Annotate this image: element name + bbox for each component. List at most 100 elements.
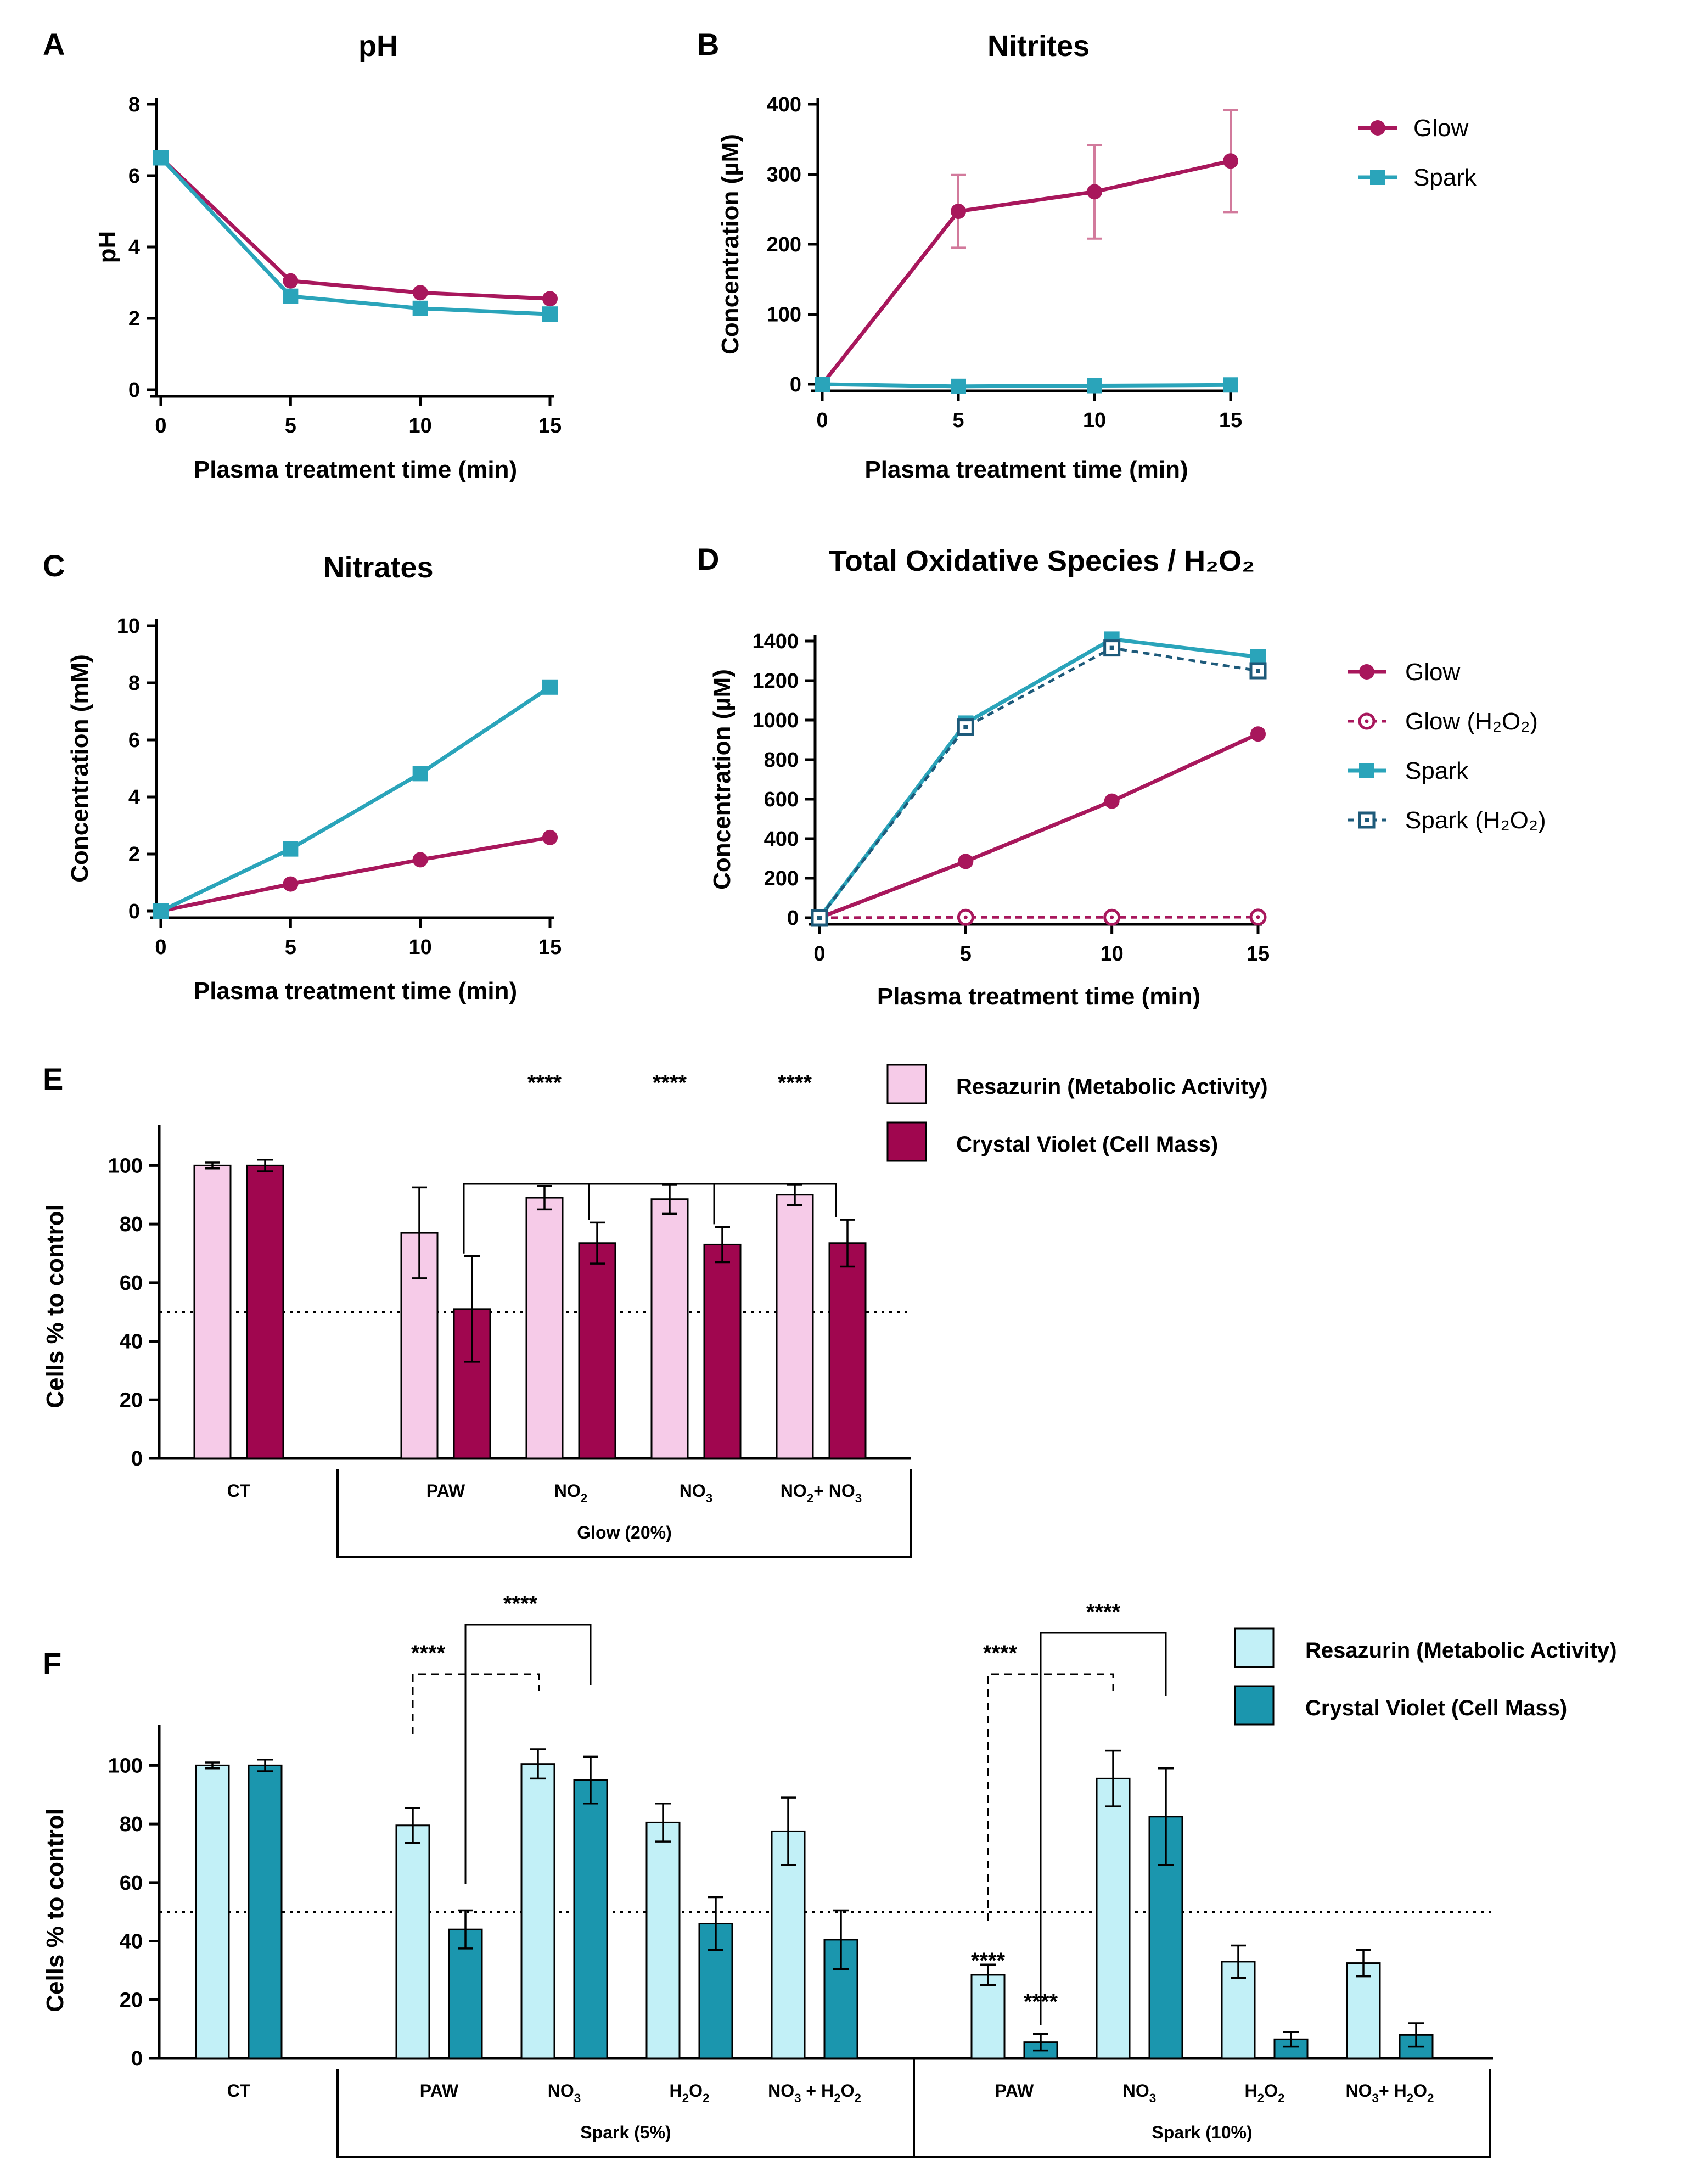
x-axis-label: Plasma treatment time (min) bbox=[194, 456, 517, 483]
bar-resazurin-4 bbox=[776, 1194, 814, 1459]
bar-crystal-2 bbox=[573, 1779, 608, 2059]
bar-resazurin-2 bbox=[525, 1197, 564, 1459]
legend-f: Resazurin (Metabolic Activity) Crystal V… bbox=[1234, 1627, 1617, 1726]
data-point bbox=[957, 718, 974, 736]
category-label: NO2​ bbox=[554, 1481, 587, 1505]
legend-glow-item: Glow bbox=[1358, 115, 1468, 142]
category-label: NO3​ bbox=[1123, 2081, 1156, 2105]
series-line-glow bbox=[159, 156, 551, 301]
sig-bracket bbox=[463, 1183, 837, 1254]
category-label: PAW bbox=[995, 2081, 1034, 2101]
panel-label-a: A bbox=[43, 27, 65, 61]
sig-star: **** bbox=[778, 1071, 812, 1095]
group-bracket bbox=[336, 1469, 912, 1558]
legend-f-resazurin-label: Resazurin (Metabolic Activity) bbox=[1305, 1638, 1617, 1663]
y-tick-label: 4 bbox=[128, 236, 140, 259]
series-line-spark bbox=[822, 382, 1231, 389]
sig-bracket bbox=[464, 1624, 592, 1884]
legend-f-resazurin-swatch bbox=[1234, 1627, 1275, 1668]
data-point bbox=[153, 150, 169, 166]
bar-crystal-1 bbox=[448, 1928, 483, 2059]
series-line-spark bbox=[818, 637, 1259, 919]
legend-f-crystal-swatch bbox=[1234, 1685, 1275, 1726]
y-axis-label: Concentration (µM) bbox=[717, 134, 744, 355]
panel-d-title: Total Oxidative Species / H₂O₂ bbox=[829, 544, 1255, 577]
series-line-glow bbox=[818, 732, 1259, 920]
data-point bbox=[283, 273, 299, 289]
data-point bbox=[958, 854, 974, 869]
category-label: CT bbox=[227, 2081, 251, 2101]
data-point bbox=[542, 291, 558, 307]
y-tick-label: 60 bbox=[120, 1272, 143, 1295]
y-tick-label: 1200 bbox=[752, 670, 799, 693]
y-tick-label: 100 bbox=[108, 1754, 143, 1777]
x-tick-label: 10 bbox=[1101, 942, 1124, 965]
x-tick-label: 0 bbox=[813, 942, 825, 965]
x-tick-label: 15 bbox=[538, 936, 562, 959]
data-point bbox=[412, 852, 428, 868]
legend-f-crystal-label: Crystal Violet (Cell Mass) bbox=[1305, 1696, 1567, 1720]
panel-a-plot: 0 2 4 6 8 0 5 10 15 Plasma treatment time (min) pH bbox=[94, 93, 562, 483]
panel-label-c: C bbox=[43, 548, 65, 583]
x-tick-label: 10 bbox=[1083, 409, 1106, 432]
sig-star: **** bbox=[1024, 1990, 1058, 2014]
group-label: Spark (5%) bbox=[580, 2123, 671, 2142]
sig-bracket bbox=[1040, 1632, 1167, 2025]
data-point bbox=[815, 377, 830, 392]
panel-label-d: D bbox=[697, 542, 719, 576]
y-tick-label: 200 bbox=[764, 867, 799, 890]
panel-d-plot: 0 200 400 600 800 1000 1200 1400 0 5 10 15 Plasma tr… bbox=[709, 630, 1270, 1010]
y-tick-label: 8 bbox=[128, 672, 140, 695]
data-point bbox=[283, 876, 299, 892]
y-tick-label: 6 bbox=[128, 729, 140, 752]
panel-c-plot: 0 2 4 6 8 10 0 5 10 15 Plasma treatment time (min)… bbox=[66, 615, 562, 1004]
y-tick-label: 2 bbox=[128, 307, 140, 330]
bar-resazurin-6 bbox=[1096, 1777, 1131, 2059]
category-label: NO3​ + H2​O2​ bbox=[768, 2081, 861, 2105]
y-tick-label: 400 bbox=[764, 828, 799, 851]
bar-resazurin-2 bbox=[520, 1763, 555, 2059]
data-point bbox=[1087, 378, 1102, 394]
data-point bbox=[542, 829, 558, 845]
y-tick-label: 800 bbox=[764, 749, 799, 772]
panel-label-f: F bbox=[43, 1646, 61, 1681]
legend-d-glow-h2o2: Glow (H₂O₂) bbox=[1348, 708, 1538, 735]
legend-spark-item: Spark bbox=[1358, 164, 1477, 191]
x-tick-label: 0 bbox=[155, 414, 166, 437]
y-tick-label: 0 bbox=[790, 373, 801, 396]
y-tick-label: 100 bbox=[767, 304, 801, 327]
data-point-dot bbox=[1110, 915, 1114, 919]
category-label: H2​O2​ bbox=[670, 2081, 710, 2105]
x-tick-label: 10 bbox=[409, 936, 432, 959]
panel-a-title: pH bbox=[358, 30, 398, 63]
bar-crystal-0 bbox=[248, 1764, 283, 2059]
data-point bbox=[412, 766, 428, 782]
sig-bracket-dashed bbox=[987, 1673, 1114, 1921]
category-label: NO2​+ NO3​ bbox=[781, 1481, 862, 1505]
y-tick-label: 20 bbox=[120, 1389, 143, 1412]
panel-e-plot: 0 20 40 60 80 100 Cells % to control CT PAW NO2​ N… bbox=[42, 1071, 912, 1558]
legend-glow-label: Glow bbox=[1413, 115, 1468, 142]
sig-star: **** bbox=[411, 1641, 446, 1665]
data-point-dot bbox=[1109, 645, 1114, 650]
category-label: H2​O2​ bbox=[1245, 2081, 1285, 2105]
series-line-spark bbox=[160, 685, 551, 913]
y-tick-label: 1400 bbox=[752, 630, 799, 653]
x-tick-label: 10 bbox=[409, 414, 432, 437]
sig-star: **** bbox=[971, 1949, 1006, 1973]
category-label: NO3​ bbox=[548, 2081, 581, 2105]
data-point bbox=[951, 204, 966, 220]
data-point bbox=[1250, 649, 1266, 665]
data-point-dot bbox=[1256, 915, 1260, 919]
data-point-dot bbox=[817, 916, 822, 920]
y-tick-label: 4 bbox=[128, 786, 140, 809]
panel-b-plot: 0 100 200 300 400 0 5 10 15 Plasma treatment time… bbox=[717, 93, 1242, 483]
data-point bbox=[1087, 184, 1102, 200]
y-tick-label: 80 bbox=[120, 1813, 143, 1836]
y-tick-label: 0 bbox=[131, 1447, 143, 1470]
panel-b-title: Nitrites bbox=[987, 30, 1090, 63]
y-tick-label: 600 bbox=[764, 788, 799, 811]
sig-star: **** bbox=[983, 1641, 1018, 1665]
legend-e-resazurin-swatch bbox=[886, 1064, 927, 1104]
